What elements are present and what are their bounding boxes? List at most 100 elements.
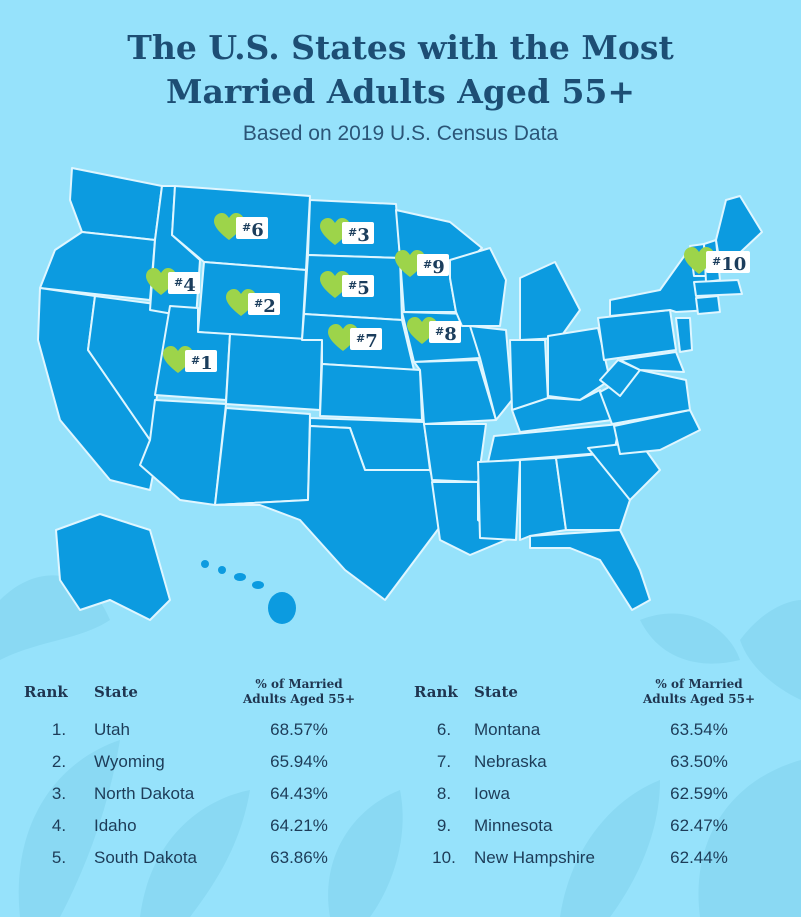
table-row: 9. Minnesota 62.47% — [414, 810, 774, 842]
table-row: 7. Nebraska 63.50% — [414, 746, 774, 778]
state-cell: Montana — [474, 720, 541, 739]
state-cell: New Hampshire — [474, 848, 595, 867]
state-oregon — [39, 231, 156, 301]
rank-cell: 3. — [51, 784, 67, 803]
marker-label: #2 — [248, 293, 280, 317]
column-header-percent: % of Married Adults Aged 55+ — [242, 677, 356, 706]
rank-cell: 10. — [432, 848, 456, 867]
percent-cell: 65.94% — [270, 752, 328, 771]
table-row: 6. Montana 63.54% — [414, 714, 774, 746]
leaf-shape — [140, 790, 250, 917]
rank-cell: 9. — [436, 816, 452, 835]
state-cell: Utah — [94, 720, 130, 739]
state-kentucky — [511, 389, 613, 433]
rank-cell: 8. — [436, 784, 452, 803]
hawaii-island — [252, 581, 264, 589]
percent-cell: 68.57% — [270, 720, 328, 739]
state-colorado — [225, 333, 323, 411]
rank-cell: 2. — [51, 752, 67, 771]
state-cell: Minnesota — [474, 816, 553, 835]
state-cell: Iowa — [474, 784, 510, 803]
percent-cell: 63.54% — [670, 720, 728, 739]
hawaii-island — [218, 566, 226, 574]
marker-label: #9 — [417, 254, 449, 278]
state-cell: Nebraska — [474, 752, 547, 771]
state-cell: Idaho — [94, 816, 137, 835]
state-texas — [214, 425, 446, 601]
column-header-state: State — [94, 683, 138, 701]
marker-label: #10 — [706, 251, 751, 275]
table-header-row: Rank State % of Married Adults Aged 55+ — [24, 670, 374, 714]
state-arizona — [139, 399, 227, 506]
column-header-state: State — [474, 683, 518, 701]
rank-cell: 5. — [51, 848, 67, 867]
state-cell: North Dakota — [94, 784, 195, 803]
rank-cell: 1. — [51, 720, 67, 739]
marker-label: #3 — [342, 222, 374, 246]
state-florida — [529, 529, 651, 611]
marker-label: #8 — [429, 321, 461, 345]
percent-cell: 62.44% — [670, 848, 728, 867]
state-kansas — [319, 363, 423, 421]
hawaii-island — [201, 560, 209, 568]
percent-cell: 63.50% — [670, 752, 728, 771]
marker-label: #1 — [185, 350, 217, 374]
table-row: 3. North Dakota 64.43% — [24, 778, 374, 810]
state-arkansas — [423, 423, 487, 483]
state-cell: Wyoming — [94, 752, 165, 771]
percent-cell: 64.43% — [270, 784, 328, 803]
table-header-row: Rank State % of Married Adults Aged 55+ — [414, 670, 774, 714]
state-ohio — [547, 327, 611, 401]
state-new-mexico — [214, 407, 311, 506]
state-alaska — [55, 513, 171, 621]
marker-label: #5 — [342, 275, 374, 299]
rank-cell: 6. — [436, 720, 452, 739]
state-new-jersey — [675, 317, 693, 353]
column-header-percent: % of Married Adults Aged 55+ — [642, 677, 756, 706]
leaf-shape — [640, 613, 740, 664]
state-cell: South Dakota — [94, 848, 198, 867]
marker-label: #7 — [350, 328, 382, 352]
state-illinois — [469, 325, 513, 421]
column-header-rank: Rank — [24, 683, 68, 701]
percent-cell: 63.86% — [270, 848, 328, 867]
marker-label: #4 — [168, 272, 200, 296]
leaf-shape — [18, 740, 120, 917]
state-pennsylvania — [597, 309, 677, 361]
column-header-rank: Rank — [414, 683, 458, 701]
state-maryland — [619, 351, 685, 373]
state-missouri — [413, 359, 497, 425]
hawaii-island — [234, 573, 246, 581]
table-row: 2. Wyoming 65.94% — [24, 746, 374, 778]
rank-cell: 4. — [51, 816, 67, 835]
state-washington — [69, 167, 163, 241]
ranking-table-right: Rank State % of Married Adults Aged 55+ 6… — [414, 670, 774, 874]
leaf-shape — [560, 780, 660, 917]
state-connecticut — [695, 295, 721, 315]
percent-cell: 64.21% — [270, 816, 328, 835]
table-row: 8. Iowa 62.59% — [414, 778, 774, 810]
state-wisconsin — [449, 247, 507, 327]
title-line-1: The U.S. States with the Most — [127, 28, 674, 67]
hawaii-island — [268, 592, 296, 624]
leaf-shape — [328, 790, 403, 917]
subtitle: Based on 2019 U.S. Census Data — [242, 122, 559, 145]
marker-label: #6 — [236, 217, 268, 241]
table-row: 5. South Dakota 63.86% — [24, 842, 374, 874]
percent-cell: 62.47% — [670, 816, 728, 835]
table-row: 1. Utah 68.57% — [24, 714, 374, 746]
state-michigan — [519, 261, 581, 341]
rank-cell: 7. — [436, 752, 452, 771]
state-alabama — [519, 457, 567, 541]
state-massachusetts — [693, 279, 743, 297]
title-line-2: Married Adults Aged 55+ — [165, 72, 636, 111]
percent-cell: 62.59% — [670, 784, 728, 803]
leaf-shape — [740, 600, 801, 700]
page-title: The U.S. States with the Most Married Ad… — [0, 26, 801, 114]
leaf-shape — [698, 760, 801, 917]
table-row: 4. Idaho 64.21% — [24, 810, 374, 842]
ranking-table-left: Rank State % of Married Adults Aged 55+ 1… — [24, 670, 374, 874]
